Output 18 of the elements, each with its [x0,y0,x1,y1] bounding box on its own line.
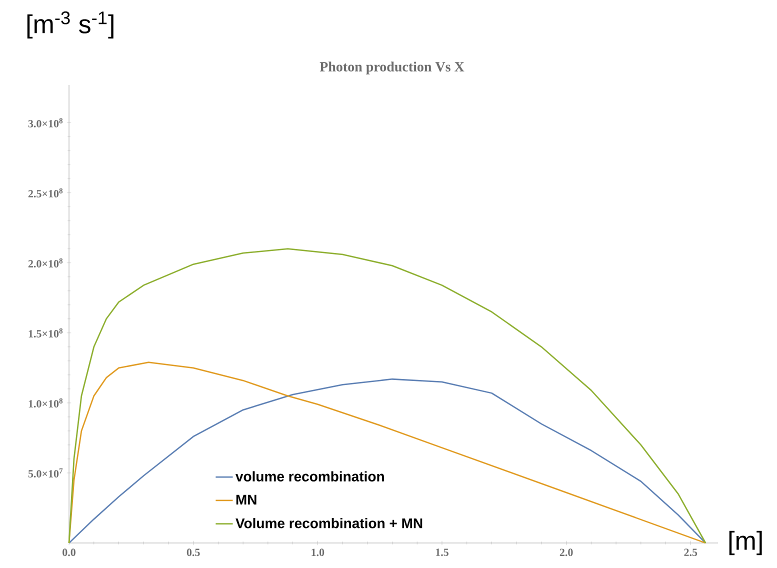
y-tick-label: 2.0×10$^{8}$ [28,258,63,268]
y-tick-label: 1.0×10$^{8}$ [28,398,63,408]
y-tick-label: 5.0×10$^{7}$ [28,468,63,478]
x-tick-label: 0.5 [186,548,200,556]
x-tick-label: 2.0 [560,548,573,556]
legend-label: Volume recombination + MN [236,518,422,528]
y-axis-title: [m$^{-3}$ s$^{-1}$] [27,11,114,39]
x-tick-label: 1.5 [436,548,448,556]
y-tick-label: 1.5×10$^{8}$ [28,328,63,338]
chart-title: Photon production Vs X [320,62,464,74]
legend-label: MN [236,494,256,504]
x-tick-label: 2.5 [684,548,698,556]
x-tick-label: 0.0 [62,548,76,556]
y-tick-label: 3.0×10$^{8}$ [28,118,63,128]
x-axis-title: [m] [729,530,762,556]
legend-label: volume recombination [236,471,384,482]
x-tick-label: 1.0 [312,548,324,556]
y-tick-label: 2.5×10$^{8}$ [28,188,63,198]
